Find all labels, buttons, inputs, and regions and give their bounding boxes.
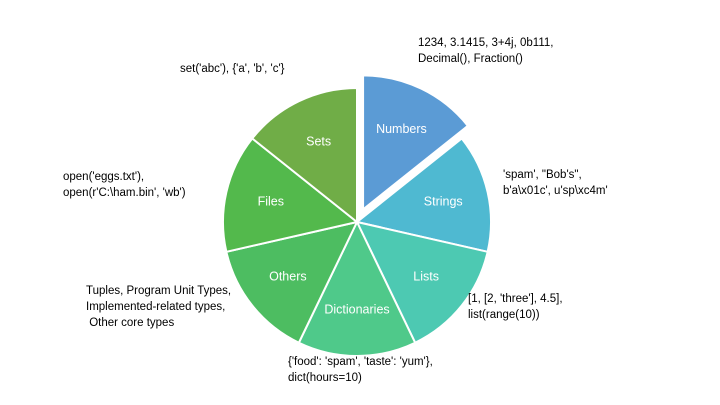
pie-slice-sets (250, 86, 358, 225)
slice-label-others: Others (269, 269, 307, 283)
annotation-line: 1234, 3.1415, 3+4j, 0b111, (418, 37, 553, 49)
pie-slice-labels: Numbers Strings Lists Dictionaries Others Fil… (258, 122, 463, 317)
annotation-others: Tuples, Program Unit Types, Implemented-r… (86, 285, 231, 329)
pie-annotations: 1234, 3.1415, 3+4j, 0b111, Decimal(), Fra… (63, 37, 608, 384)
slice-label-numbers: Numbers (376, 122, 427, 136)
annotation-dictionaries: {'food': 'spam', 'taste': 'yum'}, dict(ho… (288, 356, 433, 384)
annotation-sets: set('abc'), {'a', 'b', 'c'} (180, 63, 285, 75)
slice-label-sets: Sets (306, 135, 331, 149)
annotation-line: b'a\x01c', u'sp\xc4m' (503, 185, 608, 197)
slice-label-dictionaries: Dictionaries (324, 303, 389, 317)
pie-slice-others (225, 220, 359, 345)
annotation-line: dict(hours=10) (288, 372, 362, 384)
pie-slice-files (222, 137, 360, 254)
annotation-line: Tuples, Program Unit Types, (86, 285, 231, 297)
annotation-numbers: 1234, 3.1415, 3+4j, 0b111, Decimal(), Fra… (418, 37, 553, 65)
slice-label-strings: Strings (424, 195, 463, 209)
pie-slice-numbers (362, 74, 470, 212)
annotation-line: open('eggs.txt'), (63, 171, 144, 183)
annotation-line: set('abc'), {'a', 'b', 'c'} (180, 63, 285, 75)
annotation-line: open(r'C:\ham.bin', 'wb') (63, 187, 186, 199)
annotation-line: list(range(10)) (468, 309, 540, 321)
annotation-line: Other core types (86, 317, 174, 329)
annotation-line: [1, [2, 'three'], 4.5], (468, 293, 563, 305)
pie-slice-lists (355, 220, 489, 345)
annotation-files: open('eggs.txt'), open(r'C:\ham.bin', 'wb… (63, 171, 186, 199)
annotation-lists: [1, [2, 'three'], 4.5], list(range(10)) (468, 293, 563, 321)
pie-slice-strings (354, 137, 492, 254)
pie-slices (222, 74, 492, 357)
annotation-line: {'food': 'spam', 'taste': 'yum'}, (288, 356, 433, 368)
annotation-line: 'spam', "Bob's", (503, 169, 582, 181)
annotation-line: Implemented-related types, (86, 301, 225, 313)
annotation-strings: 'spam', "Bob's", b'a\x01c', u'sp\xc4m' (503, 169, 608, 197)
pie-slice-dictionaries (297, 219, 417, 357)
slice-label-lists: Lists (413, 269, 439, 283)
slice-label-files: Files (258, 195, 284, 209)
annotation-line: Decimal(), Fraction() (418, 53, 523, 65)
